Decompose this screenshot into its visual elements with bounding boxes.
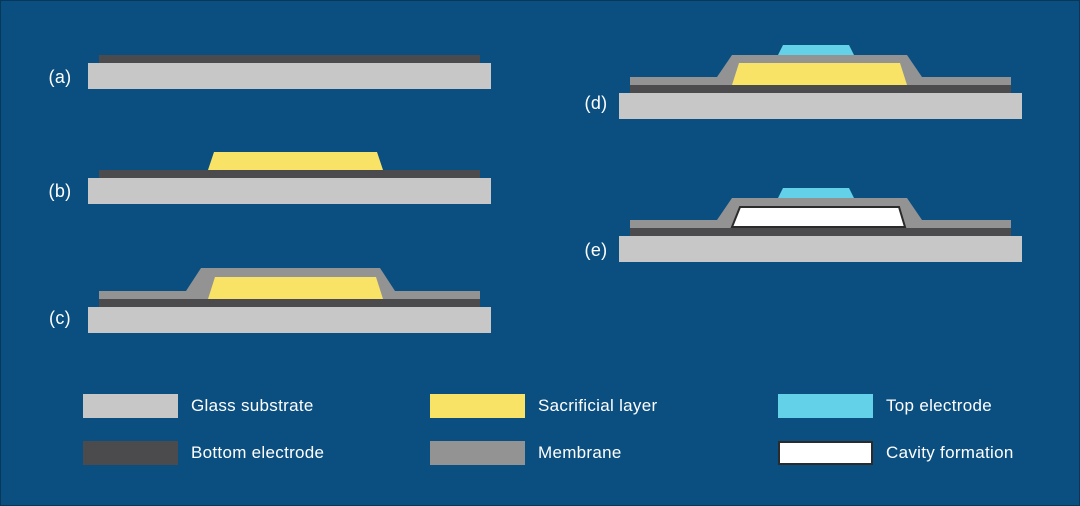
bottom-electrode-layer <box>99 55 480 63</box>
legend-item-label: Sacrificial layer <box>538 396 658 415</box>
legend-swatch-sacrificial-layer <box>430 394 525 418</box>
legend-item-membrane: Membrane <box>430 441 622 465</box>
step-a-diagram <box>88 55 491 89</box>
legend-swatch-cavity-formation <box>778 441 873 465</box>
step-d-diagram <box>619 45 1022 119</box>
bottom-electrode-layer <box>99 170 480 178</box>
glass-substrate-layer <box>88 63 491 89</box>
cavity-layer <box>730 206 907 228</box>
glass-substrate-layer <box>88 178 491 204</box>
legend-item-label: Top electrode <box>886 396 992 415</box>
legend-swatch-top-electrode <box>778 394 873 418</box>
sacrificial-layer <box>208 152 383 170</box>
sacrificial-layer <box>208 277 383 299</box>
legend-item-bottom-electrode: Bottom electrode <box>83 441 324 465</box>
step-b-label: (b) <box>48 181 72 201</box>
bottom-electrode-layer <box>630 85 1011 93</box>
top-electrode-layer <box>778 45 854 55</box>
glass-substrate-layer <box>619 93 1022 119</box>
step-b-diagram <box>88 152 491 204</box>
step-c-label: (c) <box>49 308 71 328</box>
step-c-diagram <box>88 268 491 333</box>
legend-item-label: Bottom electrode <box>191 443 325 462</box>
legend-item-label: Membrane <box>538 443 622 462</box>
glass-substrate-layer <box>619 236 1022 262</box>
step-e-diagram <box>619 188 1022 262</box>
glass-substrate-layer <box>88 307 491 333</box>
legend-item-sacrificial-layer: Sacrificial layer <box>430 394 657 418</box>
legend-swatch-bottom-electrode <box>83 441 178 465</box>
legend-swatch-glass-substrate <box>83 394 178 418</box>
bottom-electrode-layer <box>99 299 480 307</box>
sacrificial-layer <box>732 63 907 85</box>
legend-item-top-electrode: Top electrode <box>778 394 992 418</box>
step-d-label: (d) <box>584 93 608 113</box>
legend-swatch-membrane <box>430 441 525 465</box>
legend-item-glass-substrate: Glass substrate <box>83 394 314 418</box>
legend-item-label: Glass substrate <box>191 396 314 415</box>
legend-item-cavity-formation: Cavity formation <box>778 441 1014 465</box>
step-e-label: (e) <box>584 240 608 260</box>
legend-item-label: Cavity formation <box>886 443 1014 462</box>
step-a-label: (a) <box>48 67 72 87</box>
bottom-electrode-layer <box>630 228 1011 236</box>
top-electrode-layer <box>778 188 854 198</box>
